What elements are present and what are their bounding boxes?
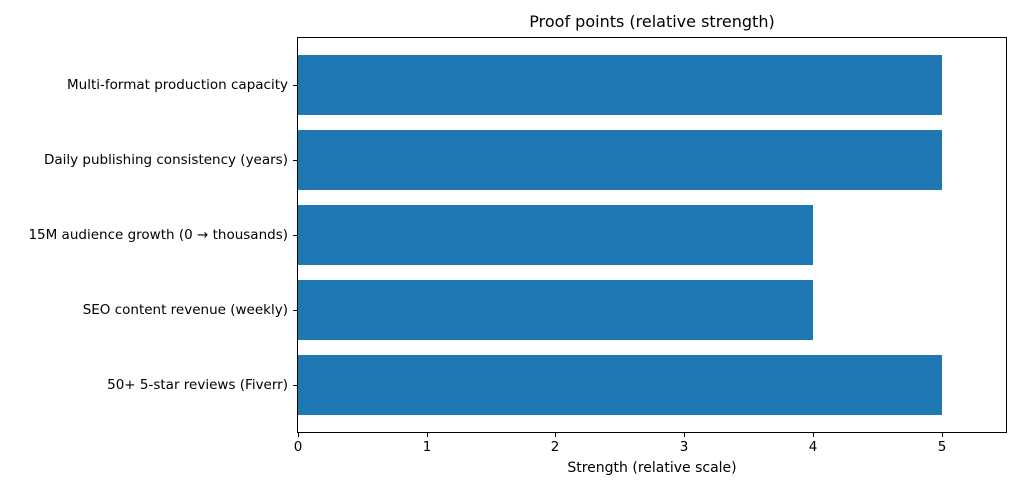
bar xyxy=(298,130,942,190)
y-tick-mark xyxy=(293,85,297,86)
y-tick-label: 50+ 5-star reviews (Fiverr) xyxy=(107,377,288,393)
bar xyxy=(298,280,813,340)
bar xyxy=(298,205,813,265)
x-tick-label: 3 xyxy=(679,439,689,455)
chart-title: Proof points (relative strength) xyxy=(529,12,775,31)
x-tick-mark xyxy=(298,433,299,437)
y-tick-mark xyxy=(293,160,297,161)
x-tick-label: 5 xyxy=(937,439,947,455)
x-tick-mark xyxy=(427,433,428,437)
y-tick-mark xyxy=(293,310,297,311)
x-tick-label: 4 xyxy=(808,439,818,455)
x-tick-label: 1 xyxy=(422,439,432,455)
x-tick-label: 0 xyxy=(293,439,303,455)
y-tick-label: 15M audience growth (0 → thousands) xyxy=(28,227,288,243)
bar xyxy=(298,55,942,115)
y-tick-label: Daily publishing consistency (years) xyxy=(43,152,288,168)
x-tick-mark xyxy=(684,433,685,437)
y-tick-mark xyxy=(293,385,297,386)
x-tick-mark xyxy=(813,433,814,437)
x-axis-label: Strength (relative scale) xyxy=(567,460,737,476)
plot-area xyxy=(297,37,1007,433)
bar xyxy=(298,355,942,415)
x-tick-mark xyxy=(555,433,556,437)
y-tick-label: SEO content revenue (weekly) xyxy=(82,302,288,318)
y-tick-mark xyxy=(293,235,297,236)
x-tick-mark xyxy=(942,433,943,437)
y-tick-label: Multi-format production capacity xyxy=(67,77,288,93)
x-tick-label: 2 xyxy=(550,439,560,455)
